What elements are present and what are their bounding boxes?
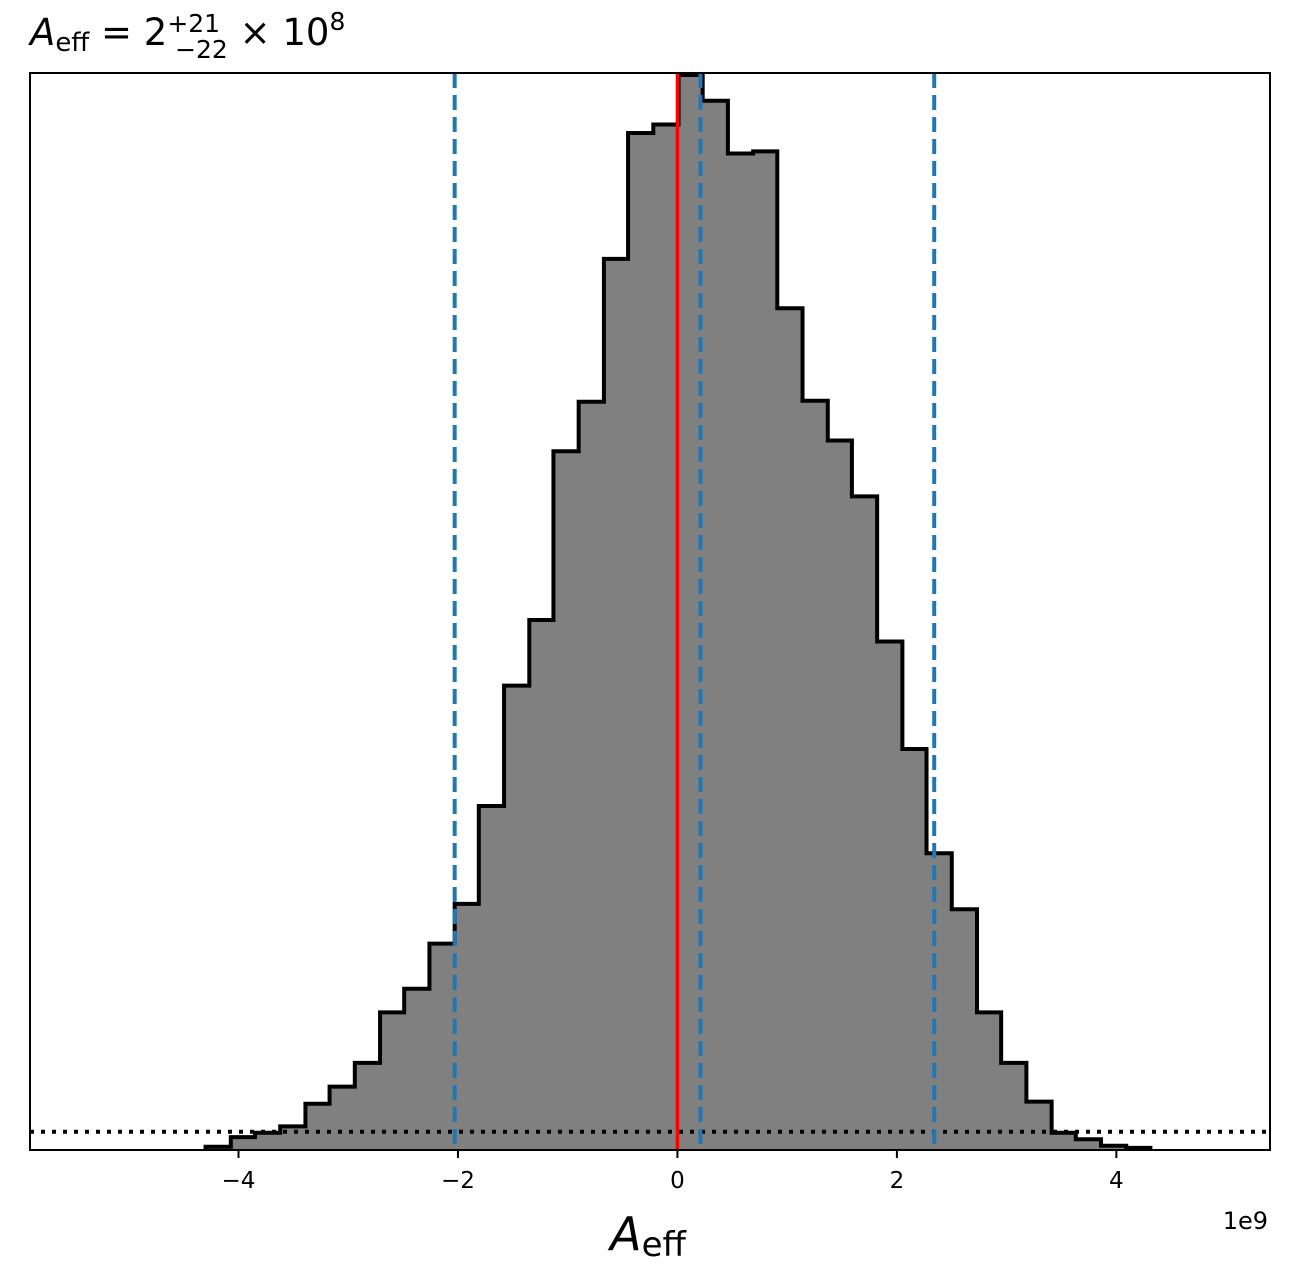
title-times: × 10 — [228, 11, 330, 54]
x-axis-label: Aeff — [607, 1207, 687, 1265]
histogram-bar — [230, 1137, 256, 1150]
histogram-bar — [1001, 1062, 1027, 1150]
histogram-bar — [802, 400, 829, 1150]
title-equals: = 2 — [89, 11, 167, 54]
histogram-bar — [902, 749, 928, 1150]
histogram-bar — [380, 1012, 405, 1150]
x-tick-label: 0 — [670, 1168, 685, 1194]
histogram-bar — [727, 153, 754, 1150]
histogram-bar — [454, 903, 480, 1150]
histogram-bar — [1101, 1145, 1127, 1150]
histogram-bar — [478, 806, 505, 1150]
histogram-bar — [628, 133, 654, 1150]
histogram-bar — [404, 988, 431, 1150]
histogram-bar — [777, 308, 804, 1150]
histogram-layer — [30, 73, 1270, 1150]
histogram-bar — [851, 496, 878, 1150]
histogram-bar — [504, 685, 530, 1150]
title-superscript: +21 — [167, 9, 220, 38]
x-axis-offset-label: 1e9 — [1223, 1207, 1268, 1235]
histogram-bar — [354, 1062, 381, 1150]
plot-area — [29, 72, 1271, 1151]
histogram-bar — [1026, 1101, 1053, 1150]
histogram-bar — [329, 1086, 356, 1150]
x-axis-ticks: −4 −2 0 2 4 — [222, 1150, 1124, 1194]
histogram-bar — [603, 258, 629, 1150]
histogram-bar — [753, 151, 778, 1150]
axes-frame — [29, 72, 1271, 1151]
histogram-bar — [529, 620, 555, 1150]
histogram-bar — [977, 1012, 1002, 1150]
histogram-bar — [653, 124, 680, 1150]
histogram-bar — [877, 641, 903, 1150]
xlabel-symbol: A — [607, 1207, 641, 1261]
histogram-bar — [702, 100, 729, 1150]
histogram-bar — [254, 1132, 281, 1150]
xlabel-subscript: eff — [642, 1225, 688, 1265]
histogram-bar — [553, 451, 580, 1150]
histogram-bar — [429, 943, 456, 1150]
histogram-bar — [827, 440, 853, 1150]
histogram-bar — [578, 401, 605, 1150]
histogram-bar — [1051, 1132, 1077, 1150]
histogram-bar — [951, 909, 978, 1150]
x-tick-label: 2 — [890, 1168, 905, 1194]
histogram-bar — [305, 1103, 331, 1150]
x-tick-label: 4 — [1109, 1168, 1124, 1194]
chart-title: Aeff = 2+21 −22 × 108 — [28, 7, 345, 64]
title-exponent: 8 — [329, 7, 345, 36]
title-subscript: eff — [55, 28, 90, 58]
title-symbol: A — [28, 11, 55, 54]
title-subscript-error: −22 — [175, 35, 228, 64]
x-tick-label: −2 — [441, 1168, 475, 1194]
histogram-bar — [926, 853, 953, 1150]
x-tick-label: −4 — [222, 1168, 256, 1194]
histogram-bar — [1075, 1139, 1102, 1150]
